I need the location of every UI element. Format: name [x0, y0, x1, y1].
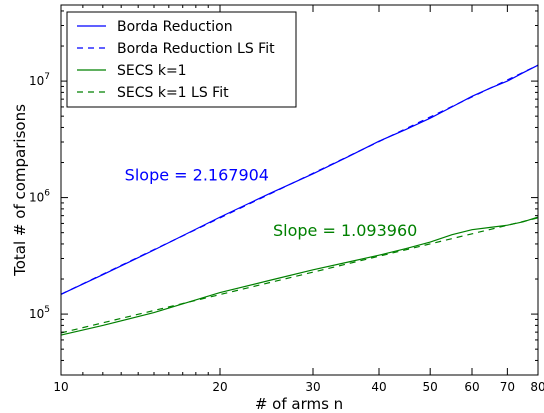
y-tick-label: 107	[29, 72, 50, 88]
x-tick-label: 50	[423, 380, 438, 394]
y-axis-label: Total # of comparisons	[11, 104, 29, 277]
series-line-secs-k-1	[60, 216, 539, 336]
slope-annotation: Slope = 1.093960	[273, 221, 417, 240]
y-tick-label: 105	[29, 305, 50, 321]
x-tick-label: 40	[371, 380, 386, 394]
series-line-borda-reduction-ls-fit	[60, 64, 539, 295]
y-tick-labels: 105 106 107	[29, 72, 50, 321]
x-axis-label: # of arms n	[255, 395, 343, 413]
x-tick-label: 60	[464, 380, 479, 394]
slope-annotation: Slope = 2.167904	[125, 166, 269, 185]
legend-label-secs-k-1: SECS k=1	[117, 63, 187, 79]
x-tick-label: 30	[305, 380, 320, 394]
axis-ticks	[60, 5, 539, 376]
legend-label-secs-k-1-ls-fit: SECS k=1 LS Fit	[117, 85, 229, 101]
legend: Borda Reduction Borda Reduction LS Fit SEC…	[66, 11, 297, 108]
x-tick-label: 20	[212, 380, 227, 394]
legend-label-borda-reduction: Borda Reduction	[117, 19, 233, 35]
x-tick-label: 10	[53, 380, 68, 394]
series-lines	[60, 64, 539, 336]
plot-frame	[60, 4, 539, 376]
y-tick-label: 106	[29, 189, 50, 205]
slope-annotations: Slope = 2.167904 Slope = 1.093960	[125, 166, 418, 240]
x-tick-labels: 10 20 30 40 50 60 70 80	[53, 380, 544, 394]
legend-frame	[66, 11, 297, 108]
x-tick-label: 70	[500, 380, 515, 394]
series-line-secs-k-1-ls-fit	[60, 217, 539, 334]
x-tick-label: 80	[530, 380, 544, 394]
legend-label-borda-reduction-ls-fit: Borda Reduction LS Fit	[117, 41, 275, 57]
